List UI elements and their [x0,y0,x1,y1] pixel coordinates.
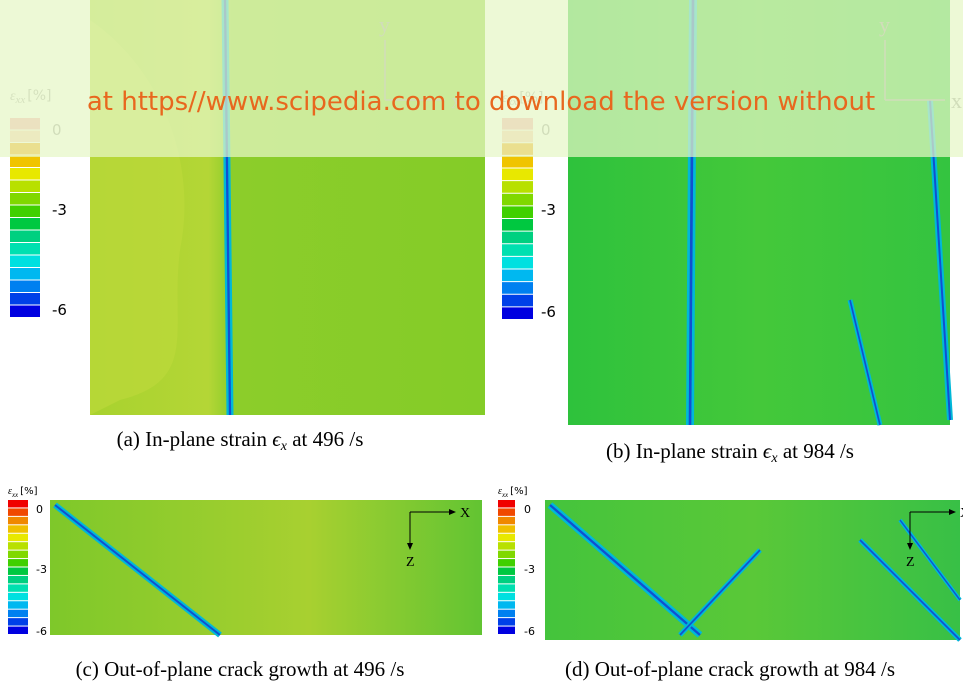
colorbar-swatch [10,293,40,305]
caption: (d) Out-of-plane crack growth at 984 /s [565,657,895,681]
subscript: xx [11,491,19,499]
watermark: at https//www.scipedia.com to download t… [87,87,875,117]
colorbar-swatch [498,500,515,507]
colorbar-swatch [502,307,533,319]
colorbar-swatch [498,610,515,617]
colorbar-swatch [10,243,40,255]
colorbar-swatch [8,525,28,532]
colorbar-swatch [10,256,40,268]
colorbar-swatch [8,618,28,625]
panel: εxx[%] 0 -3 -6 X Z (c) Out-of-plane crack grow… [8,486,482,681]
colorbar-swatch [8,601,28,608]
colorbar-swatch [10,218,40,230]
colorbar-swatch [502,270,533,282]
colorbar-swatch [8,593,28,600]
caption-text: (c) Out-of-plane crack growth at 496 /s [76,657,405,681]
colorbar-swatch [498,568,515,575]
caption: (c) Out-of-plane crack growth at 496 /s [76,657,405,681]
colorbar-swatch [10,281,40,293]
caption-text: at 984 /s [778,439,854,463]
caption: (b) In-plane strain ϵx at 984 /s [606,439,854,466]
colorbar-swatch [502,181,533,193]
colorbar-swatch [10,306,40,318]
colorbar-tick-label: -3 [36,563,47,576]
unit: [%] [510,486,527,497]
colorbar-swatch [8,500,28,507]
caption-text: (a) In-plane strain [117,427,273,451]
axis-label: Z [406,555,415,570]
colorbar-label: εxx[%] [498,486,528,499]
colorbar-tick-label: -6 [36,625,47,638]
colorbar-swatch [8,551,28,558]
colorbar-swatch [498,593,515,600]
caption: (a) In-plane strain ϵx at 496 /s [117,427,364,454]
colorbar-swatch [8,508,28,515]
colorbar-swatch [10,268,40,280]
colorbar-swatch [8,584,28,591]
colorbar-swatch [502,282,533,294]
colorbar-swatch [498,618,515,625]
colorbar-swatch [498,551,515,558]
unit: [%] [20,486,37,497]
watermark-band [0,0,963,157]
colorbar-swatch [498,534,515,541]
axis-label: X [460,506,470,521]
colorbar-swatch [8,534,28,541]
colorbar-swatch [498,525,515,532]
colorbar-swatch [10,193,40,205]
colorbar-swatch [8,559,28,566]
colorbar-swatch [502,169,533,181]
colorbar-swatch [502,219,533,231]
colorbar-swatch [498,576,515,583]
colorbar-tick-label: -3 [524,563,535,576]
caption-text: (d) Out-of-plane crack growth at 984 /s [565,657,895,681]
colorbar-swatch [498,508,515,515]
colorbar-swatch [498,584,515,591]
colorbar-swatch [502,194,533,206]
panel: εxx[%]0-3-6XZ(d) Out-of-plane crack grow… [498,486,963,681]
colorbar-tick-label: 0 [36,503,43,516]
axis-label: Z [906,555,915,570]
colorbar-tick-label: 0 [524,503,531,516]
colorbar-tick-label: -3 [52,201,67,219]
colorbar-swatch [498,542,515,549]
colorbar-swatch [498,517,515,524]
colorbar-label: εxx[%] [8,486,38,499]
colorbar-tick-label: -3 [541,201,556,219]
colorbar-swatch [10,156,40,168]
colorbar-tick-label: -6 [524,625,535,638]
colorbar-swatch [8,627,28,634]
colorbar-swatch [8,576,28,583]
colorbar-swatch [502,295,533,307]
colorbar-swatch [502,232,533,244]
caption-text: at 496 /s [287,427,363,451]
colorbar-swatch [10,231,40,243]
subscript: xx [501,491,509,499]
colorbar-swatch [498,559,515,566]
colorbar-swatch [8,568,28,575]
colorbar-swatch [502,257,533,269]
colorbar-swatch [502,206,533,218]
colorbar-swatch [502,156,533,168]
colorbar-tick-label: -6 [541,303,556,321]
colorbar-swatch [498,627,515,634]
colorbar-swatch [498,601,515,608]
colorbar-swatch [8,517,28,524]
figure: εxx[%]0-3-6yx(a) In-plane strain ϵx at 4… [0,0,963,695]
colorbar-swatch [8,610,28,617]
colorbar-tick-label: -6 [52,301,67,319]
strain-field [50,500,482,635]
caption-text: (b) In-plane strain [606,439,763,463]
colorbar-swatch [8,542,28,549]
strain-field [545,500,960,640]
colorbar-swatch [10,181,40,193]
colorbar-swatch [10,206,40,218]
colorbar-swatch [502,244,533,256]
colorbar-swatch [10,168,40,180]
